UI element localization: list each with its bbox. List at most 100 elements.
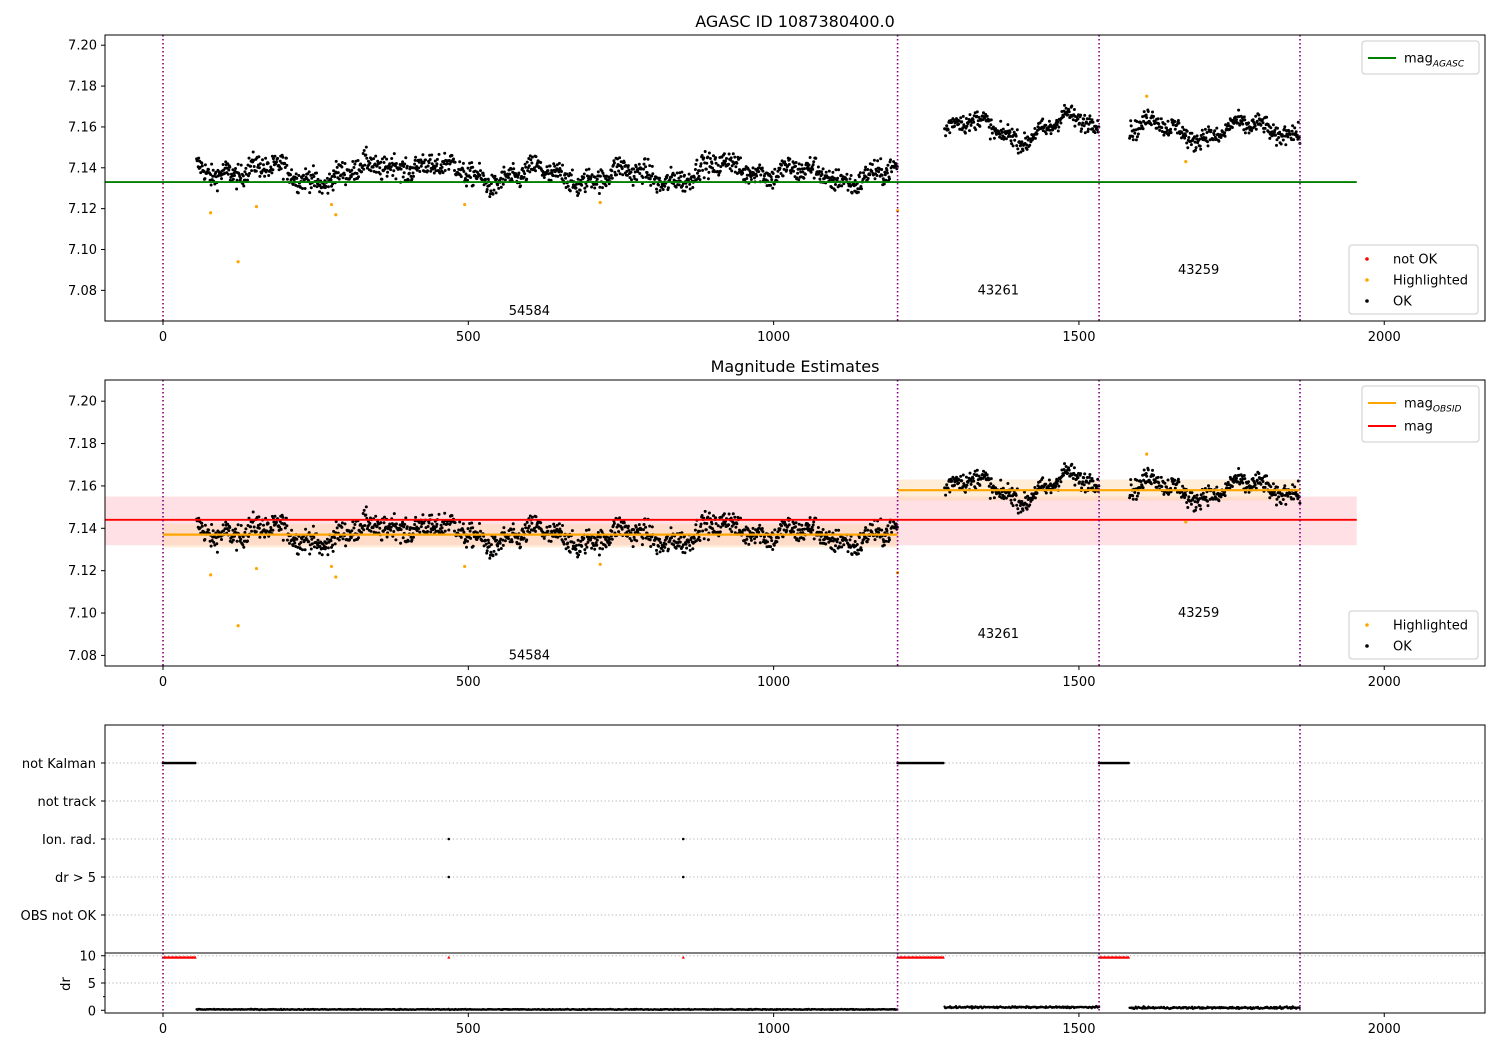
ok-point [334,159,338,163]
ok-point [1004,137,1008,141]
ok-point [497,186,501,190]
ok-point [1002,135,1006,139]
ok-point [1247,490,1251,494]
ok-point [1030,492,1034,496]
ok-point [1159,475,1163,479]
ok-point [578,550,582,554]
ok-point [1081,121,1085,125]
ok-point [1194,148,1197,152]
highlighted-point [236,624,240,628]
flag-point [447,875,451,879]
ok-point [1049,132,1053,136]
ok-point [824,542,828,546]
ok-point [959,116,963,120]
ok-point [612,161,616,165]
dr-axis-label: dr [59,977,74,991]
ok-point [631,183,635,187]
ok-point [1173,120,1177,123]
ok-point [1155,126,1159,130]
ok-point [1243,490,1247,494]
ok-point [228,526,232,529]
ok-point [778,166,782,170]
ok-point [823,537,827,541]
ok-point [705,161,709,165]
ok-point [836,176,840,180]
ok-point [340,161,344,164]
ok-point [484,542,488,546]
ok-point [811,167,815,171]
ok-point [963,131,967,135]
ok-point [649,183,653,187]
ok-point [595,177,599,181]
ok-point [836,537,840,541]
ok-point [545,165,549,169]
ok-point [844,177,848,181]
ok-point [971,477,975,480]
ok-point [262,163,265,167]
ok-point [484,539,488,542]
ok-point [275,160,278,164]
ok-point [1010,127,1014,131]
line-legend [1361,385,1480,443]
ok-point [258,535,262,539]
ok-point [560,530,563,534]
ok-point [401,160,405,164]
flag-row-label: Ion. rad. [42,833,96,848]
ok-point [1044,123,1048,127]
ok-point [1063,103,1066,107]
ok-point [1028,503,1032,507]
ok-point [340,521,344,525]
ok-point [311,524,315,528]
ok-point [465,545,468,549]
ok-point [495,177,499,181]
ok-point [1215,485,1219,489]
ok-point [833,176,836,180]
ok-point [1283,484,1287,488]
ok-point [1152,473,1155,477]
ok-point [481,171,485,175]
ok-point [1237,467,1241,470]
ok-point [1230,126,1234,129]
ok-point [200,521,204,525]
ok-point [1274,493,1277,497]
ok-point [641,536,645,540]
ok-point [462,530,466,534]
ok-point [628,537,632,540]
ok-point [471,183,475,187]
ok-point [953,124,956,128]
ok-point [202,169,206,173]
ok-point [380,538,384,542]
ok-point [648,177,652,181]
ok-point [307,531,311,535]
ok-point [492,188,496,192]
ok-point [406,539,410,543]
ok-point [527,164,531,168]
ok-point [516,175,520,179]
ok-point [312,184,316,188]
ok-point [761,530,765,534]
ok-point [1271,123,1275,127]
ok-point [780,524,783,528]
ok-point [1254,127,1258,131]
ok-point [680,531,684,535]
ok-point [1062,468,1066,471]
ok-point [530,161,534,165]
ok-point [1211,138,1215,142]
ok-point [1228,486,1232,490]
ok-point [1213,129,1217,133]
y-tick-label: 7.08 [68,284,97,299]
ok-point [1095,128,1099,132]
ok-point [278,165,282,169]
ok-point [727,152,731,156]
ok-point [1056,129,1060,133]
y-tick-label: 10 [79,950,96,965]
ok-point [1157,122,1161,126]
ok-point [241,535,245,539]
ok-point [295,537,299,541]
ok-point [620,527,624,531]
ok-point [710,161,714,165]
ok-point [482,174,486,177]
ok-point [734,525,738,529]
ok-point [728,167,732,171]
ok-point [586,540,590,544]
